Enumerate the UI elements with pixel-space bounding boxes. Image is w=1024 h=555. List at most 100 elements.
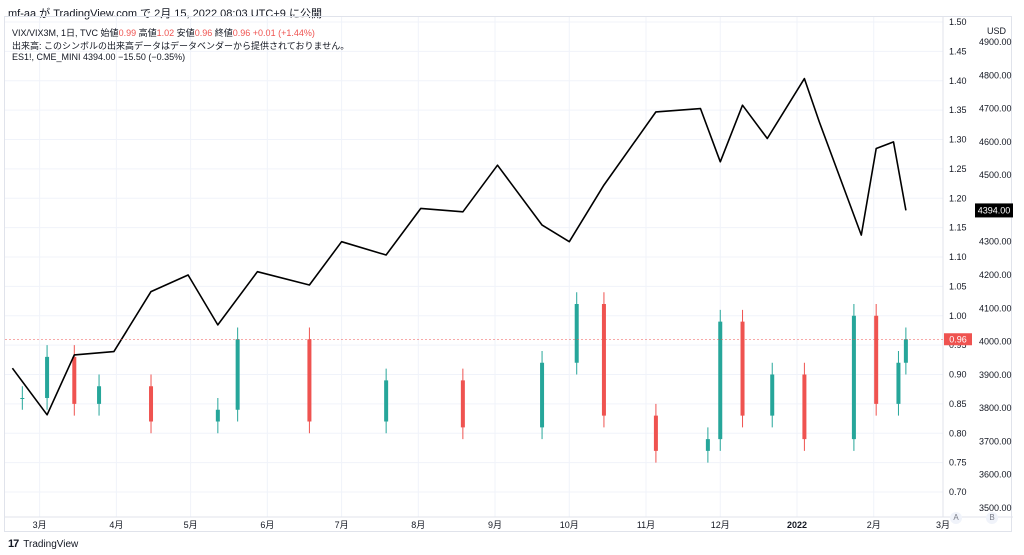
footer-brand[interactable]: TradingView bbox=[23, 538, 79, 550]
candle-body bbox=[896, 362, 901, 404]
candle-body bbox=[705, 439, 710, 451]
left-price-label: 1.05 bbox=[949, 281, 967, 291]
left-price-label: 1.25 bbox=[949, 164, 967, 174]
right-price-label: 4200.00 bbox=[979, 270, 1012, 280]
candle-body bbox=[384, 380, 389, 422]
right-price-label: 4100.00 bbox=[979, 303, 1012, 313]
time-axis: 3月 4月 5月 6月 7月 8月 9月 10月 11月 12月 2022 2月 3月 bbox=[5, 516, 1013, 530]
left-price-label: 1.00 bbox=[949, 311, 967, 321]
candle-body bbox=[97, 386, 102, 404]
legend-close-value: 0.96 bbox=[232, 28, 251, 38]
tradingview-logo-icon[interactable]: 17 bbox=[8, 538, 19, 550]
left-price-label: 1.50 bbox=[949, 17, 967, 27]
bar-mode-button[interactable]: B bbox=[986, 512, 998, 524]
right-price-label: 4700.00 bbox=[979, 104, 1012, 114]
es-badge-label: 4394.00 bbox=[978, 205, 1011, 215]
time-label: 2022 bbox=[787, 520, 807, 530]
legend-symbol[interactable]: VIX/VIX3M, 1日, TVC bbox=[12, 28, 99, 38]
candle-body bbox=[802, 374, 807, 440]
time-label: 9月 bbox=[488, 520, 502, 530]
es-price-badge bbox=[975, 203, 1013, 218]
legend-change: +0.01 (+1.44%) bbox=[252, 28, 315, 38]
es-line bbox=[11, 77, 907, 416]
right-price-label: 4000.00 bbox=[979, 337, 1012, 347]
candle-body bbox=[601, 304, 606, 416]
right-price-label: 3600.00 bbox=[979, 470, 1012, 480]
legend-volume-note: 出来高: このシンボルの出来高データはデータベンダーから提供されておりません。 bbox=[12, 41, 350, 51]
legend-es: ES1!, CME_MINI 4394.00 −15.50 (−0.35%) bbox=[12, 52, 185, 62]
candle-body bbox=[149, 386, 154, 422]
legend-es-symbol[interactable]: ES1!, CME_MINI bbox=[12, 52, 81, 62]
candle-body bbox=[460, 380, 465, 428]
left-price-label: 1.35 bbox=[949, 105, 967, 115]
left-price-label: 1.45 bbox=[949, 46, 967, 56]
price-chart[interactable]: 1.50 1.45 1.40 1.35 1.30 1.25 1.20 1.15 1.10 1.05… bbox=[5, 17, 1013, 533]
legend-high-label: 高値 bbox=[138, 28, 157, 38]
right-price-label: 3700.00 bbox=[979, 436, 1012, 446]
publish-info: mf-aa が TradingView.com で 2月 15, 2022 08… bbox=[8, 8, 322, 20]
es-price-line bbox=[11, 77, 907, 416]
candle-body bbox=[740, 321, 745, 416]
legend-es-change: −15.50 (−0.35%) bbox=[118, 52, 186, 62]
candle-body bbox=[874, 315, 879, 404]
price-axes: 1.50 1.45 1.40 1.35 1.30 1.25 1.20 1.15 1.10 1.05… bbox=[5, 17, 1013, 517]
chart-frame[interactable]: 1.50 1.45 1.40 1.35 1.30 1.25 1.20 1.15 1.10 1.05… bbox=[4, 16, 1013, 533]
candle-body bbox=[718, 321, 723, 440]
time-label: 4月 bbox=[109, 520, 123, 530]
time-label: 3月 bbox=[33, 520, 47, 530]
candle-body bbox=[235, 339, 240, 410]
legend-open-label: 始値 bbox=[100, 28, 119, 38]
candle-body bbox=[770, 374, 775, 416]
left-price-label: 0.85 bbox=[949, 399, 967, 409]
right-price-label: 3500.00 bbox=[979, 503, 1012, 513]
candle-body bbox=[45, 356, 50, 398]
currency-label: USD bbox=[987, 26, 1007, 36]
legend-es-last: 4394.00 bbox=[83, 52, 116, 62]
legend-main: VIX/VIX3M, 1日, TVC 始値0.99 高値1.02 安値0.96 … bbox=[12, 26, 315, 39]
time-label: 11月 bbox=[637, 520, 655, 530]
candle-body bbox=[851, 315, 856, 440]
candle-body bbox=[540, 362, 545, 428]
legend-low-value: 0.96 bbox=[194, 28, 213, 38]
candle-body bbox=[72, 356, 77, 404]
vix-badge-label: 0.96 bbox=[949, 334, 967, 344]
grid bbox=[5, 17, 944, 517]
legend-low-label: 安値 bbox=[176, 28, 195, 38]
left-price-label: 1.30 bbox=[949, 135, 967, 145]
candle-body bbox=[574, 304, 579, 363]
time-label: 12月 bbox=[711, 520, 730, 530]
right-price-label: 4500.00 bbox=[979, 170, 1012, 180]
footer: 17 TradingView bbox=[8, 538, 78, 550]
left-price-label: 0.70 bbox=[949, 487, 967, 497]
right-price-label: 4800.00 bbox=[979, 70, 1012, 80]
legend-open-value: 0.99 bbox=[118, 28, 137, 38]
time-label: 10月 bbox=[560, 520, 579, 530]
right-price-label: 3800.00 bbox=[979, 403, 1012, 413]
right-price-label: 4900.00 bbox=[979, 37, 1012, 47]
candle-body bbox=[307, 339, 312, 422]
left-price-label: 1.10 bbox=[949, 252, 967, 262]
legend-high-value: 1.02 bbox=[156, 28, 175, 38]
candle-body bbox=[215, 409, 220, 422]
time-label: 2月 bbox=[867, 520, 881, 530]
candle-body bbox=[20, 398, 25, 399]
left-price-label: 1.15 bbox=[949, 223, 967, 233]
time-label: 5月 bbox=[184, 520, 198, 530]
time-label: 3月 bbox=[936, 520, 950, 530]
candle-body bbox=[653, 415, 658, 451]
time-label: 7月 bbox=[335, 520, 349, 530]
left-price-label: 0.90 bbox=[949, 370, 967, 380]
candle-body bbox=[903, 339, 908, 363]
right-price-label: 4600.00 bbox=[979, 137, 1012, 147]
time-label: 8月 bbox=[411, 520, 425, 530]
time-label: 6月 bbox=[260, 520, 274, 530]
vix-candles bbox=[20, 292, 908, 463]
left-price-label: 0.80 bbox=[949, 428, 967, 438]
vix-price-badge bbox=[944, 333, 972, 346]
left-price-label: 0.75 bbox=[949, 458, 967, 468]
left-price-label: 1.40 bbox=[949, 76, 967, 86]
right-price-label: 3900.00 bbox=[979, 370, 1012, 380]
auto-scale-button[interactable]: A bbox=[950, 512, 962, 524]
left-price-label: 1.20 bbox=[949, 193, 967, 203]
legend-close-label: 終値 bbox=[214, 28, 233, 38]
